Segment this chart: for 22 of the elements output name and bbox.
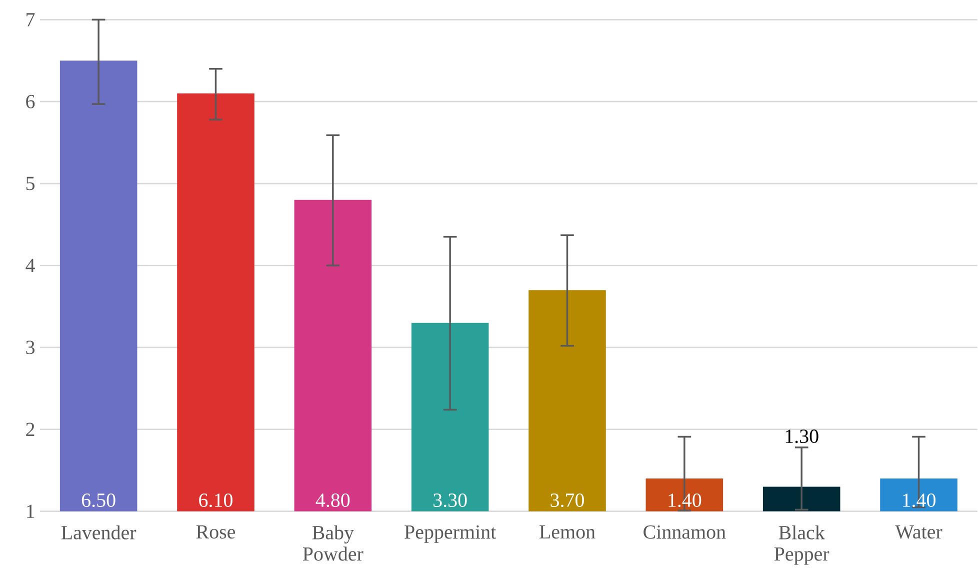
- x-tick-label: Baby Powder: [302, 526, 364, 561]
- x-tick-label: Lavender: [61, 526, 136, 540]
- x-tick-label: Rose: [196, 526, 236, 539]
- x-tick-label: Lemon: [540, 526, 596, 539]
- x-tick-label: Black Pepper: [774, 526, 830, 565]
- y-tick-label: 3: [26, 340, 34, 354]
- data-label: 3.30: [434, 494, 467, 508]
- y-tick-label: 6: [26, 95, 35, 109]
- data-label: 6.10: [199, 494, 232, 508]
- data-label: 3.70: [550, 494, 584, 508]
- data-label: 6.50: [82, 494, 116, 508]
- y-tick-label: 4: [26, 259, 35, 272]
- data-label: 4.80: [316, 494, 350, 508]
- data-label: 1.30: [786, 430, 818, 444]
- x-tick-label: Water: [895, 526, 942, 539]
- y-tick-label: 5: [26, 177, 34, 190]
- x-tick-label: Cinnamon: [644, 526, 726, 539]
- y-tick-label: 2: [26, 422, 34, 436]
- x-tick-label: Peppermint: [404, 526, 496, 544]
- data-label: 1.40: [668, 494, 702, 508]
- y-tick-label: 7: [26, 13, 35, 26]
- y-tick-label: 1: [27, 504, 34, 518]
